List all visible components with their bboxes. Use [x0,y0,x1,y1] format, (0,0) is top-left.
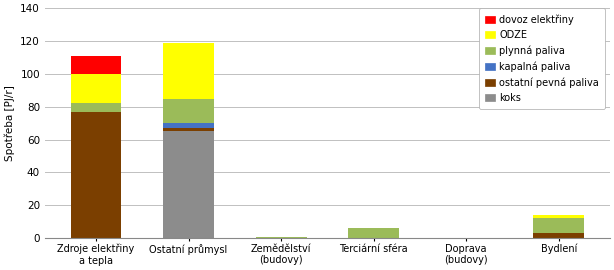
Bar [71,56,122,74]
Legend: dovoz elektřiny, ODZE, plynná paliva, kapalná paliva, ostatní pevná paliva, koks: dovoz elektřiny, ODZE, plynná paliva, ka… [479,8,605,109]
Bar [348,228,399,238]
Bar [163,131,214,238]
Bar [533,233,584,238]
Bar [163,123,214,128]
Bar [71,112,122,238]
Bar [71,74,122,103]
Bar [71,103,122,112]
Bar [163,128,214,131]
Bar [163,43,214,99]
Bar [533,215,584,218]
Bar [533,218,584,233]
Bar [255,237,306,238]
Bar [163,99,214,123]
Y-axis label: Spotřeba [PJ/r]: Spotřeba [PJ/r] [4,85,15,161]
